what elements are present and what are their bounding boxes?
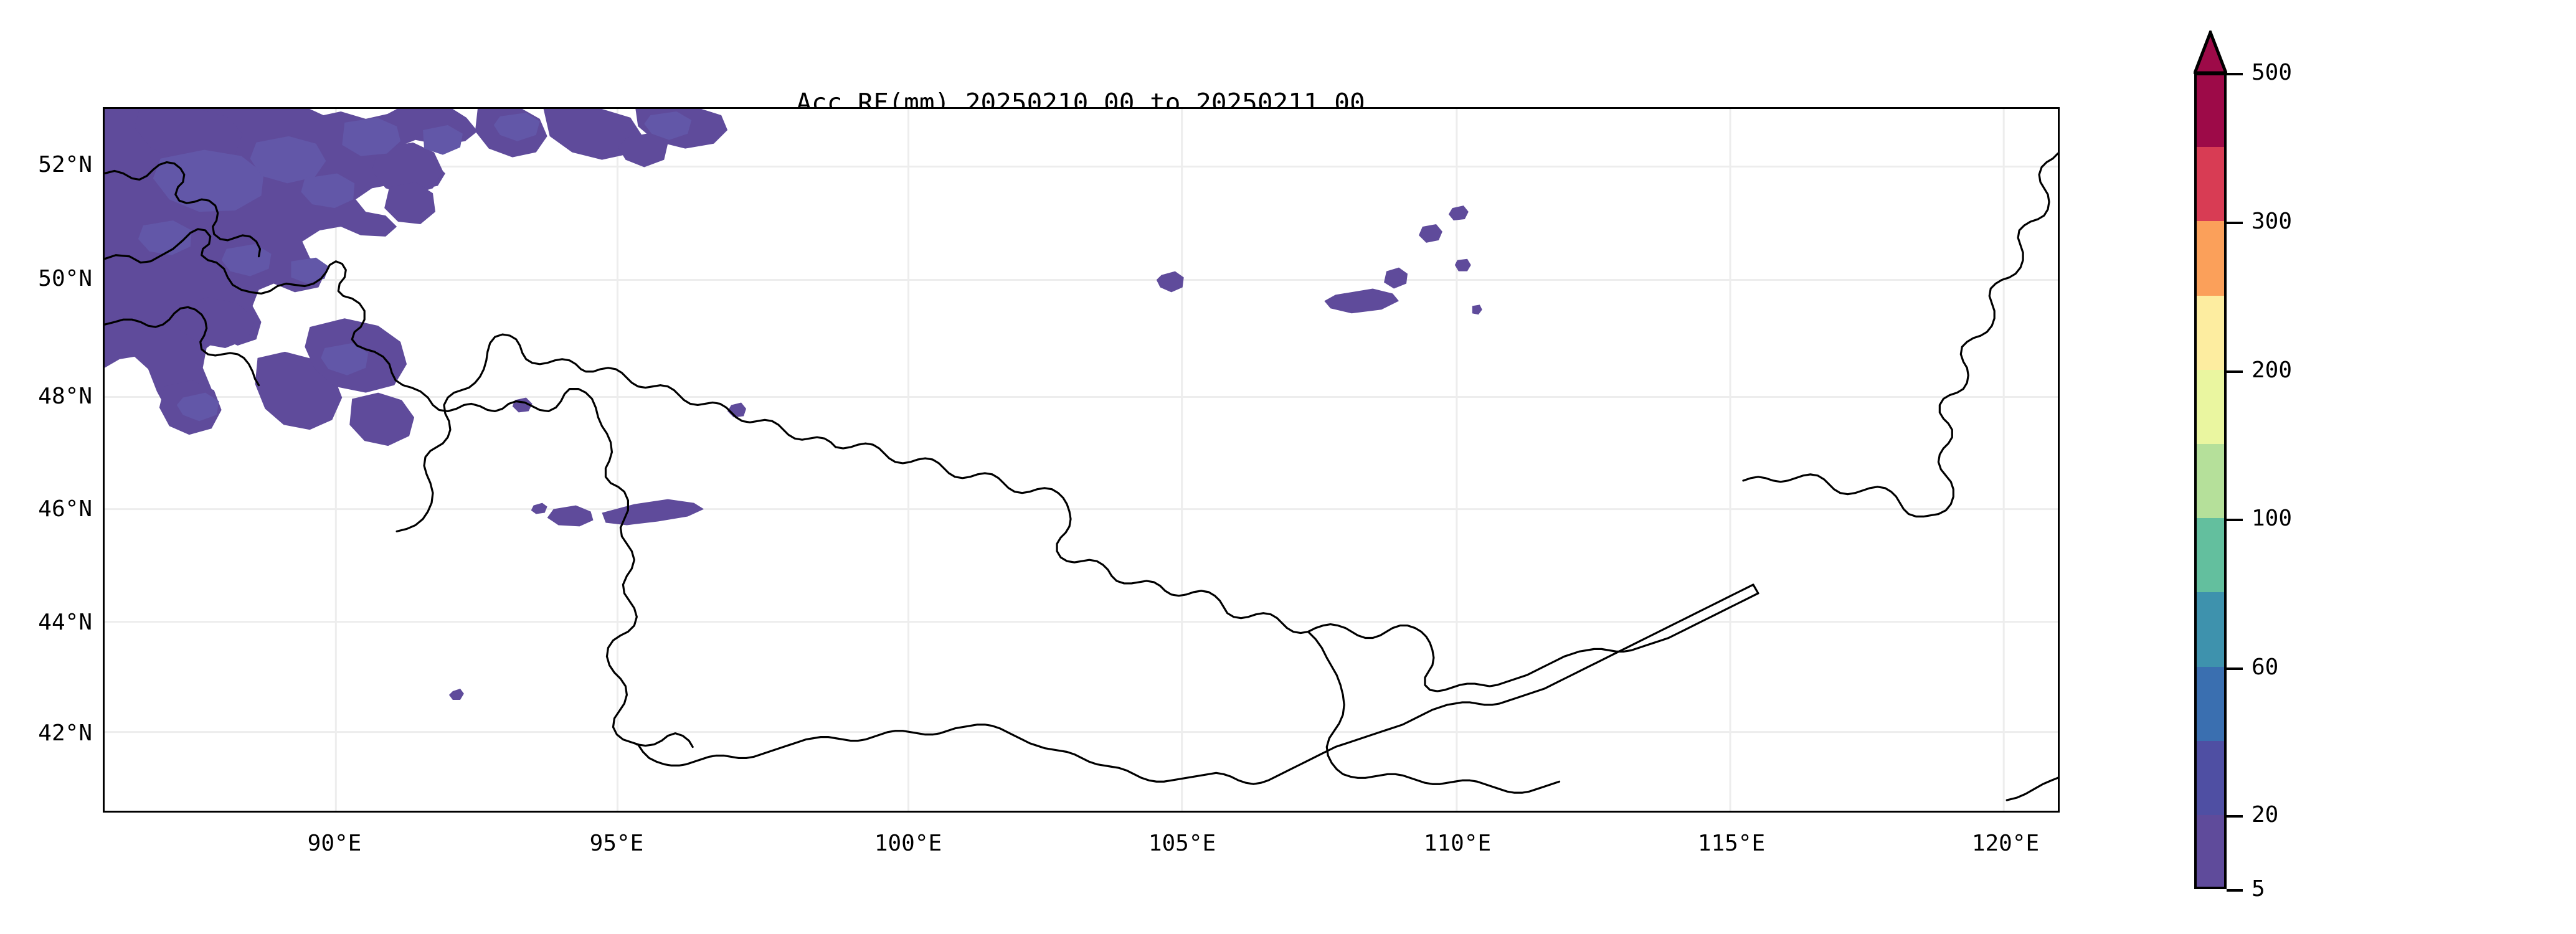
colorbar-tick-label-6: 5 <box>2252 876 2265 902</box>
colorbar-band-4 <box>2194 369 2227 444</box>
colorbar-band-8 <box>2194 666 2227 741</box>
lat-tick-label-0: 52°N <box>38 152 92 177</box>
lon-tick-label-6: 120°E <box>1971 831 2040 856</box>
colorbar-band-10 <box>2194 814 2227 890</box>
lat-tick-label-4: 44°N <box>38 610 92 635</box>
colorbar-tick-mark-0 <box>2227 73 2243 75</box>
colorbar-band-1 <box>2194 147 2227 222</box>
lat-tick-label-1: 50°N <box>38 266 92 291</box>
country-borders <box>105 153 2058 801</box>
colorbar-band-0 <box>2194 73 2227 148</box>
lon-tick-label-0: 90°E <box>307 831 362 856</box>
lat-tick-label-3: 46°N <box>38 496 92 522</box>
lat-tick-label-5: 42°N <box>38 720 92 746</box>
colorbar-tick-label-2: 200 <box>2252 357 2293 383</box>
colorbar-extend-arrow-icon <box>2194 31 2227 74</box>
lon-tick-label-4: 110°E <box>1423 831 1492 856</box>
colorbar-band-7 <box>2194 592 2227 667</box>
lon-tick-label-1: 95°E <box>589 831 644 856</box>
colorbar-tick-mark-3 <box>2227 519 2243 521</box>
colorbar-tick-label-4: 60 <box>2252 654 2279 680</box>
lon-tick-label-2: 100°E <box>874 831 942 856</box>
colorbar-gradient <box>2194 73 2227 890</box>
colorbar-tick-mark-2 <box>2227 370 2243 373</box>
lat-tick-label-2: 48°N <box>38 384 92 409</box>
colorbar-tick-label-5: 20 <box>2252 802 2279 828</box>
colorbar-tick-mark-4 <box>2227 667 2243 670</box>
map-plot-area <box>105 109 2058 811</box>
colorbar-tick-label-1: 300 <box>2252 209 2293 234</box>
colorbar-band-2 <box>2194 221 2227 296</box>
colorbar-tick-mark-5 <box>2227 815 2243 818</box>
colorbar-tick-label-0: 500 <box>2252 60 2293 85</box>
colorbar-band-5 <box>2194 443 2227 519</box>
colorbar-ticks: 500 300 200 100 60 20 5 <box>2194 60 2292 902</box>
colorbar-tick-label-3: 100 <box>2252 506 2293 531</box>
map-axes[interactable] <box>103 107 2060 813</box>
lon-tick-label-3: 105°E <box>1148 831 1216 856</box>
colorbar[interactable]: 500 300 200 100 60 20 5 <box>2194 31 2292 902</box>
colorbar-tick-mark-6 <box>2227 889 2243 892</box>
precipitation-band-10-20mm <box>138 111 692 422</box>
colorbar-tick-mark-1 <box>2227 222 2243 224</box>
lon-tick-label-5: 115°E <box>1697 831 1766 856</box>
colorbar-band-3 <box>2194 295 2227 370</box>
colorbar-band-6 <box>2194 518 2227 593</box>
colorbar-band-9 <box>2194 740 2227 815</box>
